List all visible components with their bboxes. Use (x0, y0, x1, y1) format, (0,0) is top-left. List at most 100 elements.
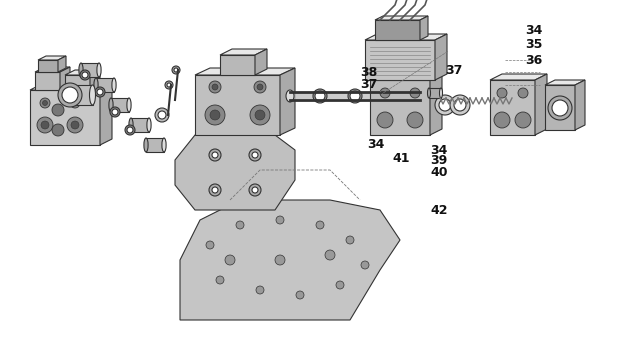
Circle shape (127, 127, 133, 133)
Ellipse shape (416, 90, 424, 102)
Circle shape (212, 187, 218, 193)
Circle shape (494, 112, 510, 128)
Circle shape (454, 99, 466, 111)
Ellipse shape (439, 88, 442, 98)
Circle shape (348, 89, 362, 103)
Polygon shape (90, 70, 100, 90)
Text: 35: 35 (525, 38, 543, 51)
Circle shape (41, 121, 49, 129)
Text: 37: 37 (360, 79, 378, 91)
Circle shape (70, 98, 80, 108)
Text: 34: 34 (367, 138, 384, 152)
Ellipse shape (90, 85, 96, 105)
Circle shape (172, 66, 180, 74)
Text: 42: 42 (430, 204, 447, 217)
Circle shape (67, 117, 83, 133)
Circle shape (80, 70, 90, 80)
Circle shape (212, 152, 218, 158)
Circle shape (361, 261, 369, 269)
Circle shape (52, 124, 64, 136)
Polygon shape (545, 80, 585, 85)
Circle shape (62, 87, 78, 103)
Circle shape (276, 216, 284, 224)
Polygon shape (67, 85, 93, 105)
Circle shape (439, 99, 451, 111)
Polygon shape (535, 74, 547, 135)
Polygon shape (255, 49, 267, 75)
Circle shape (210, 110, 220, 120)
Circle shape (82, 72, 88, 78)
Polygon shape (35, 67, 70, 72)
Polygon shape (60, 67, 70, 90)
Text: 39: 39 (430, 153, 447, 167)
Circle shape (95, 87, 105, 97)
Circle shape (72, 101, 77, 105)
Circle shape (450, 95, 470, 115)
Circle shape (209, 184, 221, 196)
Circle shape (71, 121, 79, 129)
Ellipse shape (144, 138, 148, 152)
Polygon shape (38, 60, 58, 72)
Circle shape (209, 81, 221, 93)
Polygon shape (435, 34, 447, 80)
Ellipse shape (109, 98, 113, 112)
Polygon shape (429, 88, 441, 98)
Circle shape (377, 112, 393, 128)
Circle shape (515, 112, 531, 128)
Text: 34: 34 (525, 23, 543, 36)
Circle shape (37, 117, 53, 133)
Ellipse shape (97, 63, 101, 77)
Ellipse shape (129, 118, 133, 132)
Text: 40: 40 (430, 166, 447, 178)
Circle shape (167, 83, 171, 87)
Polygon shape (30, 84, 112, 90)
Circle shape (383, 89, 397, 103)
Circle shape (165, 81, 173, 89)
Circle shape (43, 101, 48, 105)
Circle shape (58, 83, 82, 107)
Circle shape (174, 68, 178, 72)
Circle shape (209, 149, 221, 161)
Circle shape (225, 255, 235, 265)
Circle shape (548, 96, 572, 120)
Circle shape (325, 250, 335, 260)
Polygon shape (35, 72, 60, 90)
Ellipse shape (64, 85, 70, 105)
Polygon shape (175, 135, 295, 210)
Circle shape (313, 89, 327, 103)
Polygon shape (365, 40, 435, 80)
Polygon shape (30, 90, 100, 145)
Circle shape (552, 100, 568, 116)
Polygon shape (545, 85, 575, 130)
Circle shape (216, 276, 224, 284)
Text: 38: 38 (360, 66, 377, 79)
Circle shape (256, 286, 264, 294)
Circle shape (125, 125, 135, 135)
Circle shape (158, 111, 166, 119)
Polygon shape (131, 118, 149, 132)
Polygon shape (220, 55, 255, 75)
Circle shape (315, 91, 325, 101)
Polygon shape (420, 16, 428, 40)
Polygon shape (96, 78, 114, 92)
Polygon shape (81, 63, 99, 77)
Circle shape (236, 221, 244, 229)
Polygon shape (375, 20, 420, 40)
Polygon shape (490, 80, 535, 135)
Ellipse shape (127, 98, 131, 112)
Polygon shape (195, 68, 295, 75)
Polygon shape (490, 74, 547, 80)
Circle shape (410, 88, 420, 98)
Circle shape (250, 105, 270, 125)
Polygon shape (58, 56, 66, 72)
Polygon shape (65, 75, 90, 90)
Circle shape (350, 91, 360, 101)
Circle shape (497, 88, 507, 98)
Circle shape (155, 108, 169, 122)
Ellipse shape (79, 63, 83, 77)
Circle shape (407, 112, 423, 128)
Polygon shape (38, 56, 66, 60)
Polygon shape (195, 75, 280, 135)
Text: 36: 36 (525, 53, 542, 67)
Circle shape (254, 81, 266, 93)
